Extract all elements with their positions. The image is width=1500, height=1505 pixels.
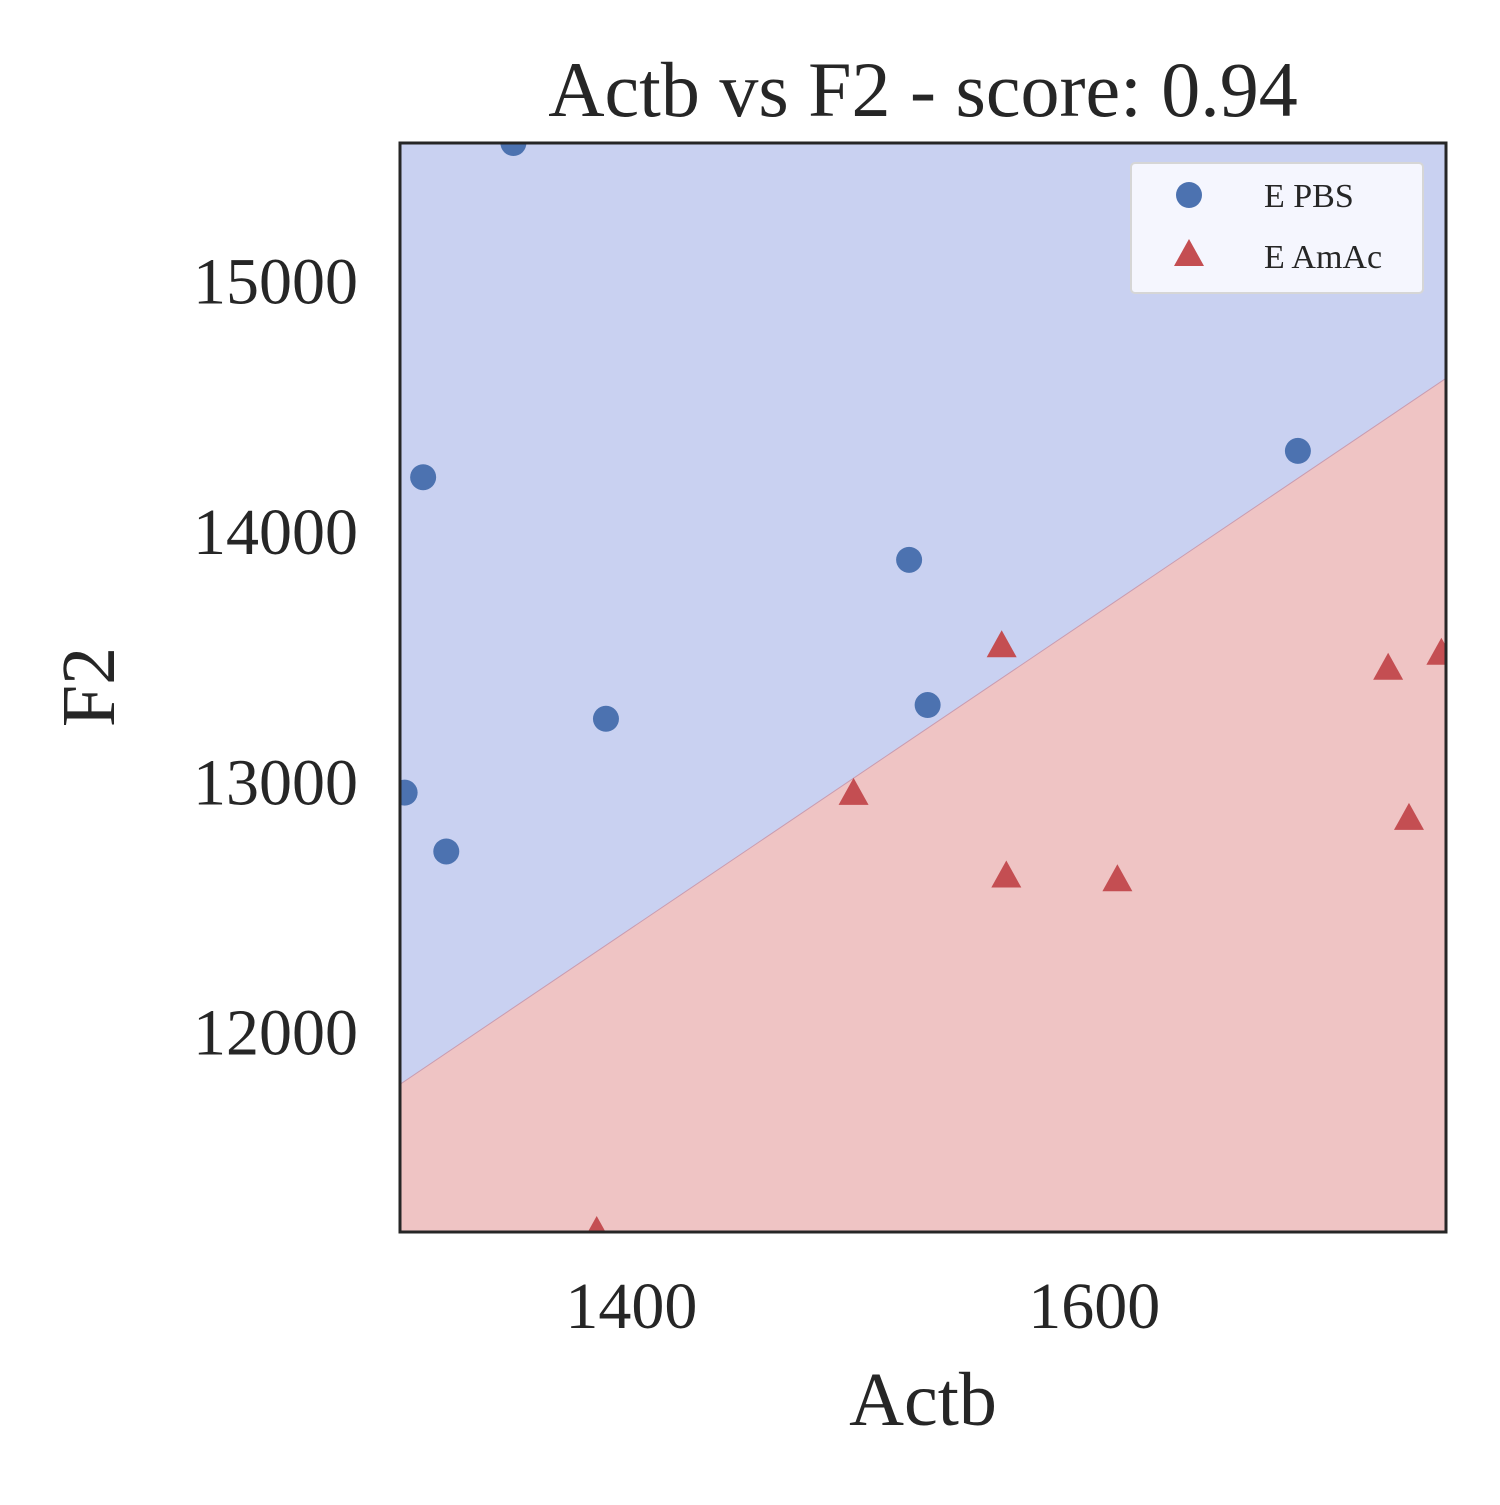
- point-e-amac-3: [991, 860, 1022, 888]
- point-e-pbs-2: [410, 464, 437, 491]
- point-e-pbs-4: [400, 779, 418, 806]
- x-axis-label: Actb: [849, 1358, 997, 1442]
- x-axis-ticks: 1400 1600: [565, 1270, 1160, 1343]
- legend-label-e-pbs: E PBS: [1264, 178, 1354, 215]
- region-e-pbs: [400, 143, 1446, 1085]
- point-e-pbs-8: [1284, 437, 1311, 464]
- y-tick-label-14000: 14000: [193, 496, 358, 569]
- chart-title: Actb vs F2 - score: 0.94: [548, 46, 1298, 133]
- y-axis-ticks: 12000 13000 14000 15000: [193, 246, 358, 1070]
- decision-boundary-line: [400, 377, 1446, 1085]
- point-e-amac-7: [1426, 637, 1446, 665]
- legend-label-e-amac: E AmAc: [1264, 239, 1382, 276]
- point-e-amac-5: [1373, 652, 1404, 680]
- legend-marker-e-amac: [1174, 239, 1204, 266]
- legend-box: [1130, 162, 1424, 294]
- point-e-pbs-6: [896, 546, 923, 573]
- y-tick-label-12000: 12000: [193, 997, 358, 1070]
- plot-frame: [398, 141, 1448, 1234]
- y-axis-label: F2: [47, 647, 131, 727]
- point-e-amac-6: [1393, 802, 1424, 830]
- legend-marker-e-pbs: [1176, 182, 1202, 208]
- legend: E PBS E AmAc: [1130, 162, 1424, 294]
- point-e-amac-4: [1102, 864, 1133, 892]
- point-e-amac-2: [838, 777, 869, 805]
- x-tick-label-1400: 1400: [565, 1270, 697, 1343]
- y-tick-label-15000: 15000: [193, 246, 358, 319]
- x-tick-label-1600: 1600: [1028, 1270, 1160, 1343]
- point-e-amac-1: [986, 630, 1017, 658]
- point-e-pbs-7: [914, 692, 941, 719]
- point-e-pbs-5: [592, 705, 619, 732]
- data-points: [400, 143, 1446, 1232]
- decision-regions: [400, 143, 1446, 1232]
- point-e-pbs-1: [500, 143, 527, 156]
- y-tick-label-13000: 13000: [193, 746, 358, 819]
- point-e-amac-8: [587, 1216, 606, 1232]
- point-e-pbs-3: [433, 838, 460, 865]
- region-e-amac: [400, 378, 1446, 1232]
